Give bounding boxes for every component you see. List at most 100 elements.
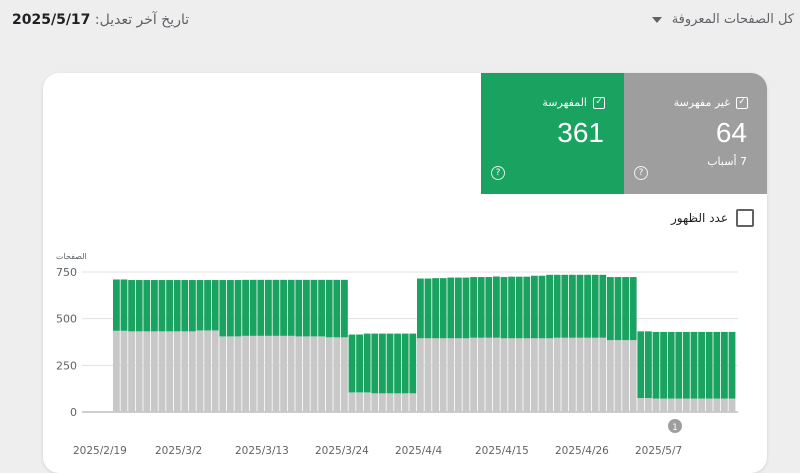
report-header: تاريخ آخر تعديل: 2025/5/17 كل الصفحات ال… [0, 0, 800, 44]
bar-indexed [538, 275, 546, 339]
bar-not-indexed [500, 338, 508, 412]
bar-indexed [348, 334, 356, 393]
help-icon[interactable]: ? [491, 166, 505, 180]
bar-indexed [325, 279, 333, 338]
bar-not-indexed [181, 331, 189, 412]
bar-indexed [158, 280, 166, 332]
bar-not-indexed [227, 336, 234, 412]
bar-indexed [645, 331, 652, 398]
checkbox-unchecked-icon[interactable] [736, 209, 754, 227]
indexed-tile[interactable]: ✓ المفهرسة 361 ? [481, 73, 624, 194]
bar-indexed [242, 279, 249, 336]
bar-not-indexed [553, 337, 561, 412]
bar-not-indexed [310, 336, 318, 412]
dropdown-caret-icon [651, 16, 662, 23]
bar-indexed [629, 277, 637, 341]
bar-indexed [515, 276, 523, 339]
checkbox-checked-icon[interactable]: ✓ [593, 96, 605, 109]
bar-indexed [113, 279, 120, 331]
bar-not-indexed [455, 338, 462, 412]
bar-not-indexed [333, 337, 341, 412]
not-indexed-tile[interactable]: ✓ غير مفهرسة 64 7 أسباب ? [624, 73, 767, 194]
x-tick-label: 2025/4/15 [475, 445, 529, 457]
bar-not-indexed [257, 335, 265, 412]
bar-not-indexed [637, 398, 645, 412]
bar-indexed [607, 277, 614, 341]
bar-indexed [508, 276, 515, 339]
bar-indexed [424, 278, 432, 339]
bar-not-indexed [721, 398, 728, 412]
bar-not-indexed [189, 331, 196, 412]
impressions-toggle[interactable]: عدد الظهور [671, 209, 754, 227]
bar-indexed [196, 280, 204, 331]
bar-not-indexed [599, 337, 607, 412]
bar-not-indexed [280, 335, 287, 412]
bar-indexed [485, 277, 493, 338]
bar-not-indexed [538, 338, 546, 412]
bar-indexed [143, 280, 151, 332]
y-tick-label: 0 [70, 406, 77, 419]
bar-indexed [386, 333, 394, 394]
bar-not-indexed [645, 398, 652, 412]
bar-not-indexed [508, 338, 515, 412]
bar-indexed [591, 274, 599, 338]
bar-not-indexed [303, 336, 310, 412]
bar-not-indexed [386, 393, 394, 412]
bar-indexed [151, 280, 158, 332]
bar-indexed [599, 274, 607, 338]
bar-indexed [667, 331, 675, 399]
indexed-label: المفهرسة [542, 96, 587, 109]
bar-not-indexed [569, 337, 576, 412]
bar-not-indexed [409, 393, 417, 412]
pages-filter-dropdown[interactable]: كل الصفحات المعروفة [552, 12, 794, 27]
bar-indexed [341, 279, 348, 338]
not-indexed-reasons[interactable]: 7 أسباب [707, 155, 747, 168]
bar-indexed [417, 278, 424, 339]
bar-not-indexed [379, 393, 386, 412]
bar-not-indexed [348, 392, 356, 412]
bar-indexed [318, 279, 325, 337]
indexed-tile-header: ✓ المفهرسة [542, 96, 605, 109]
bar-indexed [379, 333, 386, 394]
bar-not-indexed [211, 330, 219, 412]
bar-indexed [523, 276, 531, 339]
bar-indexed [637, 331, 645, 398]
bar-not-indexed [128, 331, 135, 412]
bar-not-indexed [629, 340, 637, 412]
bar-not-indexed [166, 331, 173, 412]
bar-not-indexed [158, 331, 166, 412]
bar-not-indexed [683, 398, 690, 412]
indexing-chart: 0 250 500 750 الصفحات 2025/2/19 2025/3/2 2025/3… [56, 252, 738, 457]
bar-indexed [652, 331, 660, 399]
help-icon[interactable]: ? [634, 166, 648, 180]
bar-not-indexed [591, 337, 599, 412]
bar-not-indexed [219, 336, 227, 412]
bar-indexed [721, 331, 728, 399]
bar-not-indexed [318, 336, 325, 412]
bar-not-indexed [660, 398, 667, 412]
bar-not-indexed [234, 336, 242, 412]
bar-indexed [683, 331, 690, 399]
x-tick-label: 2025/4/4 [395, 445, 442, 457]
bar-not-indexed [417, 338, 424, 412]
x-tick-label: 2025/3/2 [155, 445, 202, 457]
bar-indexed [181, 280, 189, 332]
bar-not-indexed [363, 392, 371, 412]
bar-indexed [455, 277, 462, 339]
bar-not-indexed [477, 337, 485, 412]
bar-indexed [128, 280, 135, 332]
checkbox-checked-icon[interactable]: ✓ [736, 96, 748, 109]
bar-indexed [470, 277, 477, 338]
bar-indexed [432, 278, 439, 339]
bar-indexed [500, 277, 508, 339]
bar-not-indexed [143, 331, 151, 412]
bar-indexed [553, 274, 561, 338]
bar-not-indexed [713, 398, 721, 412]
bar-not-indexed [325, 337, 333, 412]
bar-not-indexed [242, 335, 249, 412]
impressions-label: عدد الظهور [671, 211, 728, 225]
x-tick-label: 2025/4/26 [555, 445, 609, 457]
bar-not-indexed [265, 335, 272, 412]
bar-indexed [409, 333, 417, 394]
annotation-marker [668, 419, 682, 433]
